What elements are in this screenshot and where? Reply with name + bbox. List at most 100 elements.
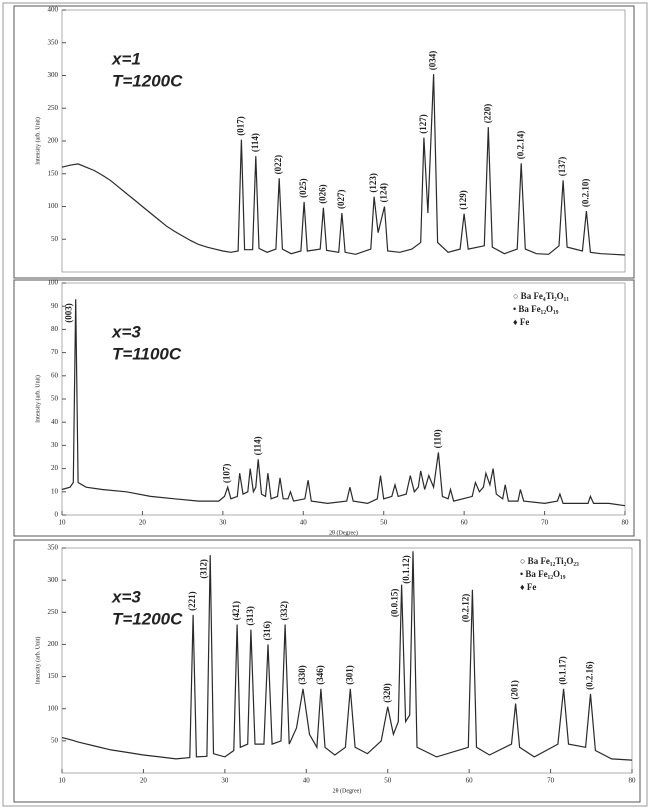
y-axis-label: Intensity (arb. Unit) [34, 637, 41, 685]
x-tick-label: 40 [300, 519, 308, 527]
peak-label: (330) [297, 665, 307, 685]
peak-label: (0.1.17) [558, 656, 568, 685]
peak-label: (137) [557, 157, 567, 177]
peak-label: (421) [231, 601, 241, 621]
peak-label: (022) [273, 155, 283, 175]
peak-label: (312) [198, 559, 208, 579]
y-tick-label: 50 [51, 235, 59, 243]
xrd-line [61, 551, 633, 761]
peak-label: (346) [315, 665, 325, 685]
y-tick-label: 60 [51, 371, 59, 379]
peak-label: (221) [187, 591, 197, 611]
x-tick-label: 50 [384, 777, 392, 785]
sample-label: T=1200C [112, 609, 183, 628]
plot-area [61, 547, 633, 774]
x-tick-label: 10 [59, 519, 67, 527]
x-axis-label: 2θ (Degree) [333, 787, 362, 794]
y-tick-label: 150 [48, 672, 59, 680]
legend-entry: ♦ Fe [513, 317, 529, 327]
x-axis-label: 2θ (Degree) [329, 529, 358, 536]
y-axis-label: Intensity (arb. Unit) [34, 117, 41, 165]
peak-label: (0.0.15) [390, 589, 400, 618]
panel-frame [13, 279, 635, 537]
y-tick-label: 40 [51, 418, 59, 426]
y-tick-label: 10 [51, 487, 59, 495]
panel-frame [13, 539, 641, 803]
peak-label: (0.2.10) [580, 179, 590, 208]
peak-label: (201) [510, 680, 520, 700]
peak-label: (313) [245, 606, 255, 626]
peak-label: (127) [418, 114, 428, 134]
peak-label: (026) [317, 184, 327, 204]
y-tick-label: 300 [48, 71, 59, 79]
sample-label: x=1 [111, 49, 141, 68]
legend-entry: ○ Ba Fe₄Ti₂O₁₁ [513, 291, 569, 301]
y-tick-label: 0 [55, 511, 59, 519]
x-tick-label: 40 [303, 777, 311, 785]
y-tick-label: 300 [48, 576, 59, 584]
y-tick-label: 80 [51, 325, 59, 333]
peak-label: (0.1.12) [401, 555, 411, 584]
y-tick-label: 20 [51, 464, 59, 472]
y-tick-label: 70 [51, 348, 59, 356]
peak-label: (332) [279, 601, 289, 621]
y-tick-label: 400 [48, 6, 59, 14]
x-tick-label: 80 [622, 519, 630, 527]
x-tick-label: 10 [59, 777, 67, 785]
peak-label: (114) [250, 133, 260, 152]
x-tick-label: 50 [380, 519, 388, 527]
y-tick-label: 50 [51, 736, 59, 744]
xrd-line [61, 299, 626, 507]
legend-entry: • Ba Fe₁₂O₁₉ [513, 304, 559, 314]
peak-label: (110) [432, 429, 442, 448]
peak-label: (316) [262, 621, 272, 641]
y-tick-label: 100 [48, 279, 59, 287]
y-tick-label: 30 [51, 441, 59, 449]
sample-label: x=3 [111, 322, 141, 341]
x-tick-label: 20 [140, 777, 148, 785]
y-tick-label: 50 [51, 395, 59, 403]
x-tick-label: 70 [547, 777, 555, 785]
peak-label: (124) [379, 183, 389, 203]
legend-entry: ○ Ba Fe₁₂Ti₂O₂₃ [520, 556, 579, 566]
peak-label: (301) [344, 665, 354, 685]
peak-label: (017) [235, 116, 245, 136]
x-tick-label: 60 [466, 777, 474, 785]
sample-label: T=1200C [112, 71, 183, 90]
y-tick-label: 90 [51, 302, 59, 310]
y-tick-label: 100 [48, 704, 59, 712]
y-tick-label: 200 [48, 640, 59, 648]
peak-label: (0.2.16) [585, 661, 595, 690]
xrd-line [61, 74, 626, 256]
plot-area [61, 282, 626, 516]
peak-label: (114) [252, 436, 262, 455]
peak-label: (320) [382, 683, 392, 703]
peak-label: (003) [64, 303, 74, 323]
x-tick-label: 20 [139, 519, 147, 527]
y-tick-label: 250 [48, 104, 59, 112]
legend-entry: ♦ Fe [520, 582, 536, 592]
y-tick-label: 200 [48, 137, 59, 145]
sample-label: T=1100C [112, 344, 182, 363]
y-tick-label: 100 [48, 202, 59, 210]
x-tick-label: 80 [629, 777, 637, 785]
y-tick-label: 350 [48, 38, 59, 46]
x-tick-label: 70 [541, 519, 549, 527]
peak-label: (0.2.12) [460, 594, 470, 623]
y-tick-label: 150 [48, 169, 59, 177]
peak-label: (107) [222, 464, 232, 484]
peak-label: (034) [428, 51, 438, 71]
peak-label: (027) [336, 190, 346, 210]
peak-label: (129) [458, 190, 468, 210]
peak-label: (025) [298, 178, 308, 198]
x-tick-label: 30 [219, 519, 227, 527]
panel-frame [13, 5, 635, 279]
y-axis-label: Intensity (arb. Unit) [34, 375, 41, 423]
peak-label: (0.2.14) [515, 131, 525, 160]
x-tick-label: 60 [461, 519, 469, 527]
sample-label: x=3 [111, 587, 141, 606]
peak-label: (220) [482, 104, 492, 124]
y-tick-label: 350 [48, 544, 59, 552]
